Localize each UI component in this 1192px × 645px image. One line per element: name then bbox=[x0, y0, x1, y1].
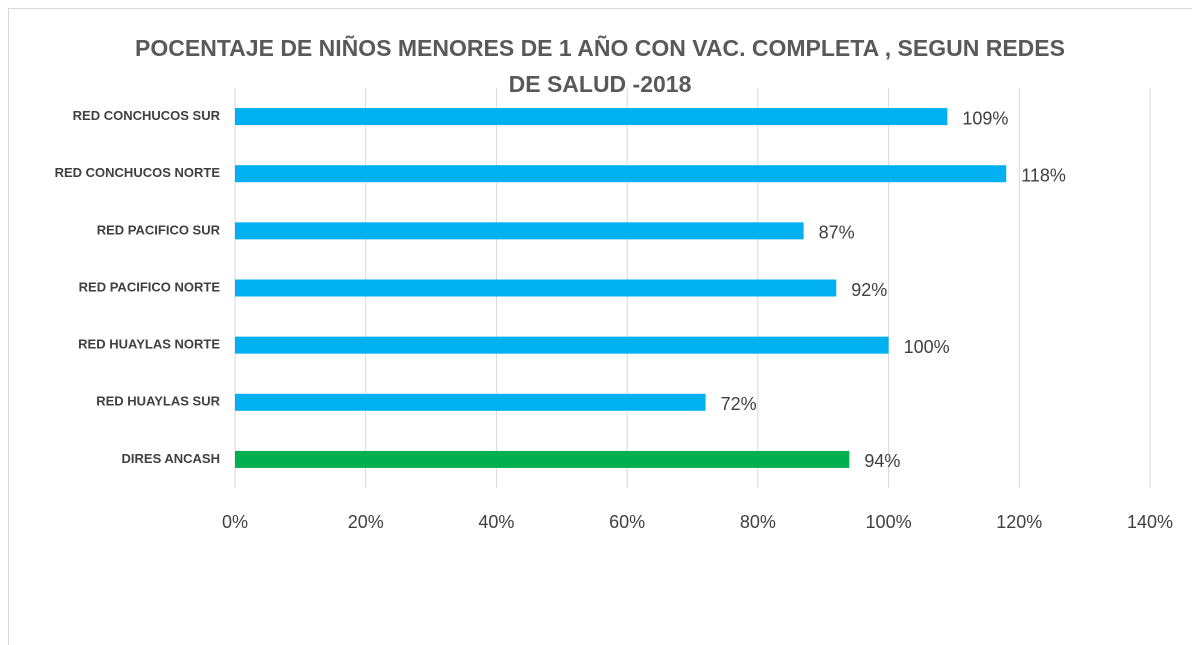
bar bbox=[235, 450, 850, 468]
y-tick-label: DIRES ANCASH bbox=[122, 451, 220, 466]
value-label: 94% bbox=[864, 451, 900, 471]
bar bbox=[235, 279, 837, 297]
bar bbox=[235, 165, 1007, 183]
y-tick-label: RED PACIFICO NORTE bbox=[79, 279, 221, 294]
chart-frame bbox=[8, 8, 1192, 645]
bar bbox=[235, 336, 889, 354]
x-tick-label: 40% bbox=[478, 512, 514, 532]
bar bbox=[235, 222, 804, 240]
x-tick-label: 0% bbox=[222, 512, 248, 532]
x-tick-label: 80% bbox=[740, 512, 776, 532]
value-label: 92% bbox=[851, 280, 887, 300]
value-label: 100% bbox=[904, 337, 950, 357]
y-tick-label: RED HUAYLAS NORTE bbox=[78, 337, 220, 352]
value-label: 87% bbox=[819, 223, 855, 243]
y-tick-label: RED HUAYLAS SUR bbox=[96, 394, 220, 409]
x-tick-label: 100% bbox=[866, 512, 912, 532]
bar bbox=[235, 108, 948, 126]
x-tick-label: 20% bbox=[348, 512, 384, 532]
y-tick-label: RED CONCHUCOS SUR bbox=[73, 108, 221, 123]
chart-title: POCENTAJE DE NIÑOS MENORES DE 1 AÑO CON … bbox=[135, 35, 1065, 97]
bar bbox=[235, 393, 706, 411]
value-label: 118% bbox=[1021, 165, 1066, 185]
x-tick-label: 60% bbox=[609, 512, 645, 532]
value-label: 109% bbox=[962, 108, 1008, 128]
x-tick-label: 140% bbox=[1127, 512, 1173, 532]
x-tick-label: 120% bbox=[996, 512, 1042, 532]
y-tick-label: RED CONCHUCOS NORTE bbox=[55, 165, 221, 180]
y-tick-label: RED PACIFICO SUR bbox=[97, 222, 221, 237]
value-label: 72% bbox=[721, 394, 757, 414]
